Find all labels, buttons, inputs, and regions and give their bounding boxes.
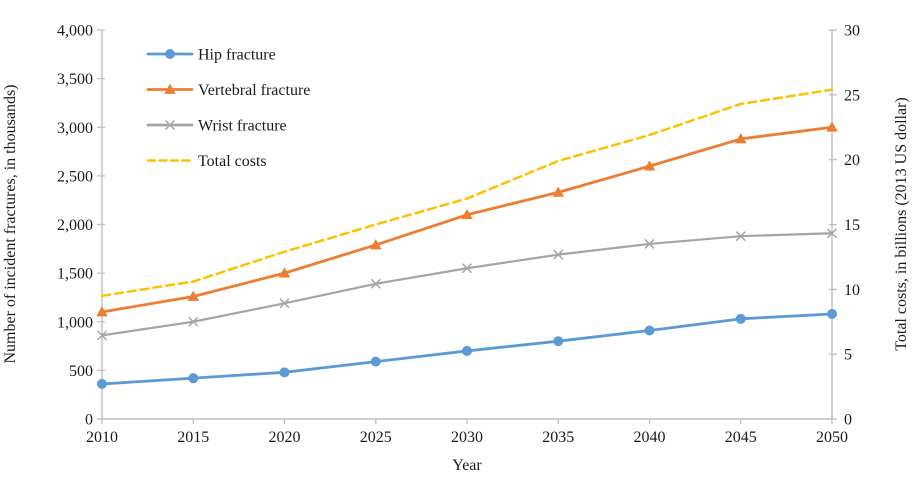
vertebral-fracture-marker <box>826 121 838 132</box>
hip-fracture-marker <box>279 367 290 378</box>
legend-vertebral-fracture-label: Vertebral fracture <box>198 82 310 99</box>
legend-wrist-fracture-label: Wrist fracture <box>198 118 287 135</box>
right-axis-tick-label: 30 <box>844 23 860 40</box>
series-total-costs <box>100 88 834 298</box>
right-axis-tick-label: 5 <box>844 347 852 364</box>
x-axis-tick-label: 2045 <box>725 429 757 446</box>
series-hip-fracture <box>97 308 837 389</box>
wrist-fracture-marker <box>96 330 108 341</box>
vertebral-fracture-marker <box>187 290 200 301</box>
x-axis-tick-label: 2010 <box>86 429 118 446</box>
total-costs-line <box>100 88 834 298</box>
wrist-fracture-marker <box>279 298 290 309</box>
x-axis-tick-label: 2020 <box>269 429 301 446</box>
wrist-fracture-marker <box>370 278 381 289</box>
x-axis-tick-label: 2050 <box>816 429 848 446</box>
legend-item-wrist-fracture: Wrist fracture <box>146 118 287 135</box>
left-axis-tick-label: 1,500 <box>57 266 93 283</box>
left-axis-tick-label: 1,000 <box>57 314 93 331</box>
vertebral-fracture-marker <box>369 239 382 250</box>
right-axis-tick-label: 10 <box>844 282 860 299</box>
vertebral-fracture-marker <box>552 186 565 197</box>
x-axis-title: Year <box>452 457 482 474</box>
vertebral-fracture-marker <box>643 160 656 171</box>
legend-layer: Hip fracture Vertebral fracture Wrist frac… <box>146 47 310 170</box>
legend-item-total-costs: Total costs <box>146 153 267 170</box>
legend-total-costs-label: Total costs <box>198 153 267 170</box>
right-axis-tick-label: 0 <box>844 412 852 429</box>
right-axis-tick-label: 20 <box>844 152 860 169</box>
hip-fracture-marker <box>644 325 655 336</box>
vertebral-fracture-marker <box>461 208 473 220</box>
hip-fracture-marker <box>827 308 837 319</box>
wrist-fracture-marker <box>188 316 199 327</box>
hip-fracture-marker <box>97 378 107 389</box>
x-axis-tick-label: 2035 <box>542 429 574 446</box>
left-axis-tick-label: 3,500 <box>57 71 93 88</box>
left-axis-tick-label: 4,000 <box>57 23 93 40</box>
left-axis-tick-label: 500 <box>69 363 93 380</box>
hip-fracture-marker <box>735 313 746 324</box>
right-axis-tick-label: 15 <box>844 217 860 234</box>
legend-hip-fracture-marker <box>165 49 175 59</box>
x-axis-tick-label: 2015 <box>177 429 209 446</box>
left-axis-tick-label: 2,500 <box>57 168 93 185</box>
right-axis-title: Total costs, in billions (2013 US dollar… <box>893 97 910 351</box>
vertebral-fracture-marker <box>278 267 291 278</box>
hip-fracture-marker <box>370 356 381 367</box>
legend-hip-fracture-label: Hip fracture <box>198 47 276 64</box>
left-axis-tick-label: 0 <box>85 412 93 429</box>
hip-fracture-marker <box>553 336 564 347</box>
legend-wrist-fracture-marker <box>164 119 176 131</box>
x-axis-tick-label: 2040 <box>634 429 666 446</box>
wrist-fracture-marker <box>461 263 473 274</box>
x-axis-tick-label: 2025 <box>360 429 392 446</box>
wrist-fracture-marker <box>553 249 564 260</box>
wrist-fracture-marker <box>735 231 746 242</box>
series-layer <box>96 88 838 389</box>
wrist-fracture-marker <box>826 228 838 239</box>
wrist-fracture-marker <box>644 238 655 249</box>
legend-item-vertebral-fracture: Vertebral fracture <box>146 82 310 99</box>
left-axis-tick-label: 2,000 <box>57 217 93 234</box>
axes-layer: 0 500 1,000 1,500 2,000 2,500 3,000 3,500 4,000 0… <box>57 23 860 447</box>
vertebral-fracture-marker <box>734 133 747 144</box>
x-axis-tick-label: 2030 <box>451 429 483 446</box>
left-axis-tick-label: 3,000 <box>57 120 93 137</box>
left-axis-title: Number of incident fractures, in thousan… <box>2 84 19 363</box>
series-vertebral-fracture <box>96 121 838 317</box>
legend-item-hip-fracture: Hip fracture <box>146 47 276 64</box>
hip-fracture-marker <box>462 345 472 356</box>
legend-vertebral-fracture-marker <box>164 83 176 94</box>
right-axis-tick-label: 25 <box>844 87 860 104</box>
series-wrist-fracture <box>96 228 838 341</box>
hip-fracture-marker <box>188 373 199 384</box>
vertebral-fracture-marker <box>96 306 108 317</box>
